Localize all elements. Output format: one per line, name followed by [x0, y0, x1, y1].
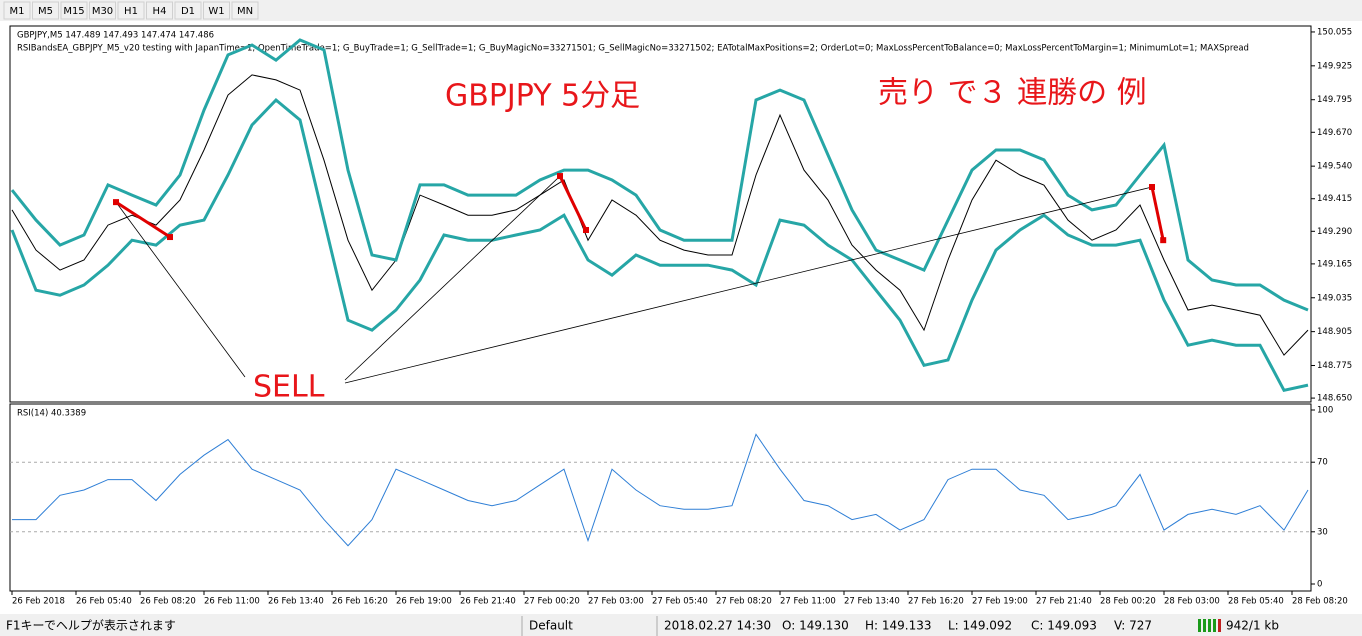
- y-tick-label: 0: [1317, 580, 1322, 590]
- timeframe-button[interactable]: [203, 1, 230, 20]
- traffic-icon: [1198, 619, 1221, 632]
- y-tick-label: 100: [1317, 406, 1333, 416]
- rsi-line: [12, 433, 1309, 547]
- timeframe-label: H4: [153, 6, 167, 17]
- x-tick-label: 27 Feb 19:00: [972, 597, 1028, 607]
- trade-line: [1150, 186, 1165, 241]
- chart-title: GBPJPY,M5 147.489 147.493 147.474 147.48…: [17, 31, 214, 41]
- y-tick-label: 148.775: [1317, 361, 1352, 371]
- timeframe-label: M30: [92, 6, 113, 17]
- timeframe-label: W1: [208, 6, 224, 17]
- annotation-line: [344, 186, 1153, 384]
- timeframe-label: MN: [237, 6, 253, 17]
- y-tick-label: 149.540: [1317, 162, 1352, 172]
- status-high: H: 149.133: [865, 619, 932, 633]
- status-time: 2018.02.27 14:30: [664, 619, 771, 633]
- trade-marker: [113, 199, 119, 206]
- timeframe-label: H1: [124, 6, 138, 17]
- x-tick-label: 26 Feb 11:00: [204, 597, 260, 607]
- timeframe-label: M1: [10, 6, 25, 17]
- x-tick-label: 26 Feb 13:40: [268, 597, 324, 607]
- x-tick-label: 27 Feb 00:20: [524, 597, 580, 607]
- y-tick-label: 70: [1317, 458, 1328, 468]
- timeframe-button[interactable]: [117, 1, 145, 20]
- timeframe-toolbar: [0, 0, 1362, 21]
- x-tick-label: 27 Feb 03:00: [588, 597, 644, 607]
- timeframe-button[interactable]: [32, 1, 59, 20]
- bollinger-band: [10, 38, 1309, 312]
- y-tick-label: 149.795: [1317, 95, 1352, 105]
- y-tick-label: 148.905: [1317, 327, 1352, 337]
- x-tick-label: 26 Feb 2018: [12, 597, 65, 607]
- timeframe-button[interactable]: [174, 1, 202, 20]
- status-open: O: 149.130: [782, 619, 849, 633]
- timeframe-button[interactable]: [146, 1, 173, 20]
- status-close: C: 149.093: [1031, 619, 1097, 633]
- x-tick-label: 28 Feb 03:00: [1164, 597, 1220, 607]
- y-tick-label: 149.035: [1317, 293, 1352, 303]
- x-tick-label: 27 Feb 05:40: [652, 597, 708, 607]
- status-low: L: 149.092: [948, 619, 1012, 633]
- x-tick-label: 28 Feb 00:20: [1100, 597, 1156, 607]
- x-tick-label: 26 Feb 19:00: [396, 597, 452, 607]
- x-tick-label: 26 Feb 16:20: [332, 597, 388, 607]
- trade-marker: [167, 234, 173, 241]
- trade-line: [558, 175, 588, 231]
- trade-marker: [1149, 184, 1155, 191]
- x-tick-label: 26 Feb 05:40: [76, 597, 132, 607]
- status-help: F1キーでヘルプが表示されます: [6, 618, 176, 633]
- ea-settings: RSIBandsEA_GBPJPY_M5_v20 testing with Ja…: [17, 44, 1249, 54]
- y-tick-label: 149.415: [1317, 194, 1352, 204]
- x-tick-label: 27 Feb 11:00: [780, 597, 836, 607]
- timeframe-button[interactable]: [231, 1, 259, 20]
- bollinger-band: [10, 97, 1309, 393]
- annotation: 売り で３ 連勝の 例: [878, 76, 1147, 111]
- y-tick-label: 149.165: [1317, 259, 1352, 269]
- status-volume: V: 727: [1114, 619, 1152, 633]
- x-tick-label: 26 Feb 21:40: [460, 597, 516, 607]
- timeframe-button[interactable]: [60, 1, 88, 20]
- x-tick-label: 27 Feb 08:20: [716, 597, 772, 607]
- annotation-line: [115, 201, 246, 378]
- status-profile: Default: [529, 619, 573, 633]
- price-pane: [9, 25, 1312, 403]
- x-tick-label: 28 Feb 05:40: [1228, 597, 1284, 607]
- timeframe-button[interactable]: [3, 1, 31, 20]
- sell-label: SELL: [253, 370, 325, 405]
- rsi-title: RSI(14) 40.3389: [17, 409, 86, 419]
- trade-line: [115, 200, 171, 239]
- status-traffic: 942/1 kb: [1226, 619, 1279, 633]
- trade-marker: [583, 227, 589, 234]
- status-bar: [0, 614, 1362, 636]
- x-tick-label: 28 Feb 08:20: [1292, 597, 1348, 607]
- y-tick-label: 149.925: [1317, 61, 1352, 71]
- x-tick-label: 27 Feb 16:20: [908, 597, 964, 607]
- trade-marker: [557, 173, 563, 180]
- y-tick-label: 149.670: [1317, 128, 1352, 138]
- timeframe-button[interactable]: [89, 1, 116, 20]
- timeframe-label: M15: [63, 6, 84, 17]
- y-tick-label: 149.290: [1317, 227, 1352, 237]
- trade-marker: [1160, 237, 1167, 244]
- x-tick-label: 27 Feb 21:40: [1036, 597, 1092, 607]
- y-tick-label: 30: [1317, 527, 1328, 537]
- y-tick-label: 148.650: [1317, 394, 1352, 404]
- y-tick-label: 150.055: [1317, 27, 1352, 37]
- annotation-line: [344, 175, 561, 381]
- rsi-pane: [9, 403, 1312, 592]
- timeframe-label: D1: [181, 6, 195, 17]
- price-line: [11, 74, 1309, 356]
- annotation: GBPJPY 5分足: [445, 79, 640, 114]
- x-tick-label: 26 Feb 08:20: [140, 597, 196, 607]
- timeframe-label: M5: [38, 6, 53, 17]
- x-tick-label: 27 Feb 13:40: [844, 597, 900, 607]
